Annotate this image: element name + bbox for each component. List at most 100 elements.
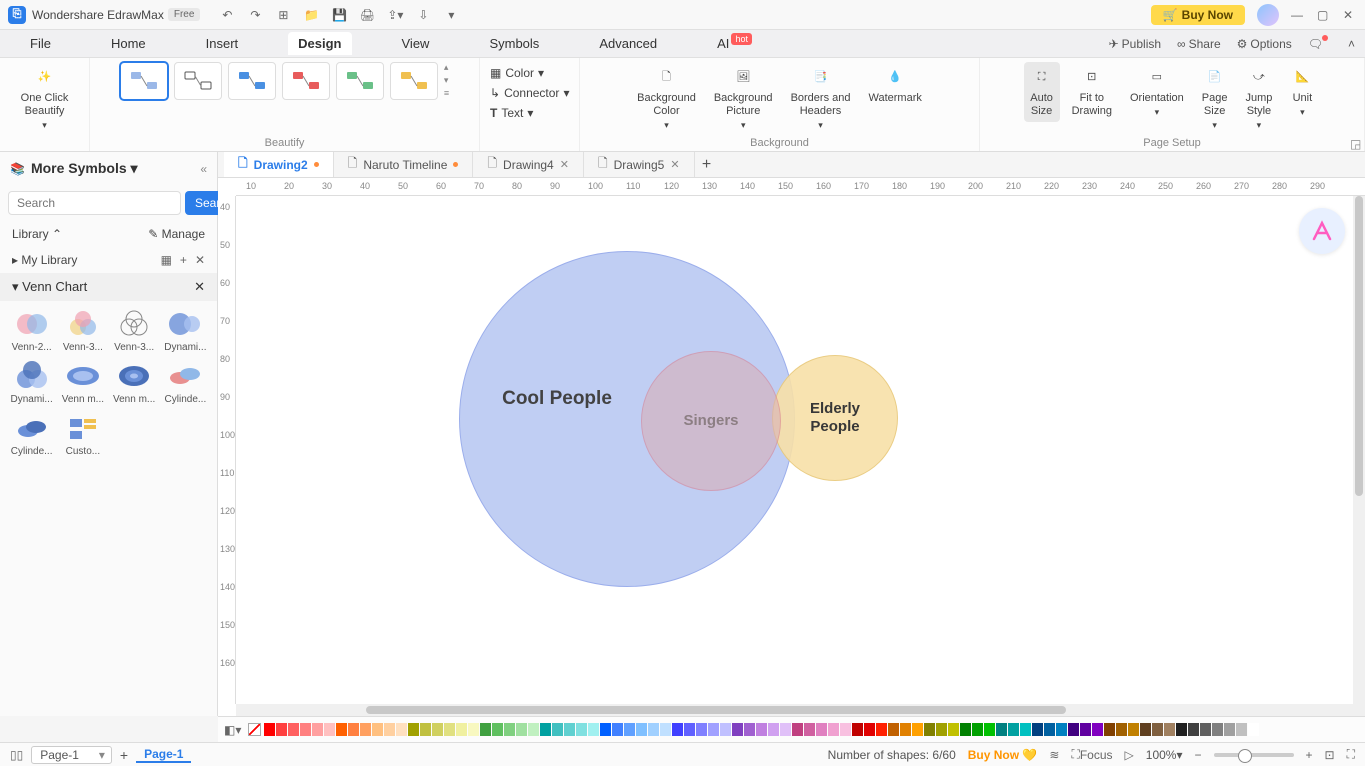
color-swatch[interactable]	[528, 723, 539, 736]
bg-picture-button[interactable]: 🖼Background Picture▾	[708, 62, 779, 135]
venn-circle[interactable]: Elderly People	[772, 355, 898, 481]
color-swatch[interactable]	[780, 723, 791, 736]
shape-item[interactable]: Custo...	[59, 413, 106, 457]
color-swatch[interactable]	[264, 723, 275, 736]
focus-button[interactable]: ⛶ Focus	[1071, 747, 1112, 762]
text-button[interactable]: T Text ▾	[490, 106, 569, 120]
search-input[interactable]	[8, 191, 181, 215]
qat-more-icon[interactable]: ▾	[444, 8, 458, 22]
color-swatch[interactable]	[1176, 723, 1187, 736]
buy-now-button[interactable]: 🛒Buy Now	[1151, 5, 1245, 25]
one-click-beautify-button[interactable]: ✨ One Click Beautify ▾	[15, 62, 75, 135]
maximize-icon[interactable]: ▢	[1317, 8, 1331, 22]
save-icon[interactable]: 💾	[332, 8, 346, 22]
color-swatch[interactable]	[720, 723, 731, 736]
color-swatch[interactable]	[948, 723, 959, 736]
color-swatch[interactable]	[1128, 723, 1139, 736]
drawing-canvas[interactable]: Cool PeopleElderly PeopleSingers	[236, 196, 1365, 704]
color-swatch[interactable]	[444, 723, 455, 736]
lib-close-icon[interactable]: ✕	[195, 253, 205, 267]
lib-grid-icon[interactable]: ▦	[161, 253, 172, 267]
watermark-button[interactable]: 💧Watermark	[863, 62, 928, 109]
shape-item[interactable]: Dynami...	[8, 361, 55, 405]
color-swatch[interactable]	[384, 723, 395, 736]
theme-thumb-4[interactable]	[282, 62, 330, 100]
connector-button[interactable]: ↳ Connector ▾	[490, 86, 569, 100]
color-swatch[interactable]	[1152, 723, 1163, 736]
color-swatch[interactable]	[756, 723, 767, 736]
undo-icon[interactable]: ↶	[220, 8, 234, 22]
color-swatch[interactable]	[1056, 723, 1067, 736]
venn-section-header[interactable]: ▾ Venn Chart ✕	[0, 273, 217, 301]
page-selector[interactable]: Page-1	[31, 746, 112, 764]
publish-button[interactable]: ✈ Publish	[1109, 37, 1161, 51]
page-tab[interactable]: Page-1	[136, 747, 191, 763]
menu-advanced[interactable]: Advanced	[589, 32, 667, 55]
tab-close-icon[interactable]: ✕	[560, 158, 569, 171]
theme-thumb-6[interactable]	[390, 62, 438, 100]
color-swatch[interactable]	[996, 723, 1007, 736]
new-icon[interactable]: ⊞	[276, 8, 290, 22]
color-swatch[interactable]	[636, 723, 647, 736]
eyedropper-icon[interactable]: ◧▾	[224, 723, 241, 737]
color-swatch[interactable]	[840, 723, 851, 736]
color-swatch[interactable]	[432, 723, 443, 736]
jump-style-button[interactable]: ⤻Jump Style▾	[1239, 62, 1278, 135]
export-icon[interactable]: ⇪▾	[388, 8, 402, 22]
color-swatch[interactable]	[360, 723, 371, 736]
color-swatch[interactable]	[624, 723, 635, 736]
add-tab-button[interactable]: +	[695, 156, 719, 174]
color-swatch[interactable]	[936, 723, 947, 736]
color-swatch[interactable]	[504, 723, 515, 736]
color-swatch[interactable]	[1212, 723, 1223, 736]
lib-add-icon[interactable]: +	[180, 253, 187, 267]
doc-tab[interactable]: 🗋Drawing2	[224, 152, 334, 177]
color-swatch[interactable]	[336, 723, 347, 736]
color-swatch[interactable]	[516, 723, 527, 736]
color-swatch[interactable]	[696, 723, 707, 736]
color-swatch[interactable]	[660, 723, 671, 736]
color-swatch[interactable]	[612, 723, 623, 736]
my-library-row[interactable]: ▸ My Library ▦+✕	[0, 247, 217, 273]
color-swatch[interactable]	[1236, 723, 1247, 736]
bg-color-button[interactable]: 🗋Background Color▾	[631, 62, 702, 135]
shape-item[interactable]: Venn-3...	[111, 309, 158, 353]
color-swatch[interactable]	[1164, 723, 1175, 736]
color-swatch[interactable]	[576, 723, 587, 736]
color-swatch[interactable]	[984, 723, 995, 736]
fullscreen-icon[interactable]: ⛶	[1347, 747, 1355, 762]
color-swatch[interactable]	[324, 723, 335, 736]
doc-tab[interactable]: 🗋Drawing4✕	[473, 152, 584, 177]
ai-assistant-button[interactable]	[1299, 208, 1345, 254]
color-swatch[interactable]	[972, 723, 983, 736]
color-swatch[interactable]	[1092, 723, 1103, 736]
color-swatch[interactable]	[732, 723, 743, 736]
color-swatch[interactable]	[492, 723, 503, 736]
pagesetup-expand-icon[interactable]: ◲	[1350, 137, 1360, 147]
collapse-panel-icon[interactable]: «	[200, 162, 207, 176]
color-swatch[interactable]	[1104, 723, 1115, 736]
color-swatch[interactable]	[912, 723, 923, 736]
color-swatch[interactable]	[768, 723, 779, 736]
zoom-slider[interactable]	[1214, 753, 1294, 757]
color-swatch[interactable]	[588, 723, 599, 736]
shape-item[interactable]: Venn m...	[59, 361, 106, 405]
menu-home[interactable]: Home	[101, 32, 156, 55]
theme-gallery-nav[interactable]: ▴▾≡	[444, 62, 449, 98]
user-avatar[interactable]	[1257, 4, 1279, 26]
color-swatch[interactable]	[348, 723, 359, 736]
shape-item[interactable]: Venn-3...	[59, 309, 106, 353]
menu-symbols[interactable]: Symbols	[479, 32, 549, 55]
tab-close-icon[interactable]: ✕	[670, 158, 679, 171]
theme-thumb-1[interactable]	[120, 62, 168, 100]
manage-button[interactable]: ✎ Manage	[148, 227, 205, 241]
color-swatch[interactable]	[312, 723, 323, 736]
zoom-level[interactable]: 100%▾	[1146, 748, 1183, 762]
close-icon[interactable]: ✕	[1343, 8, 1357, 22]
notifications-icon[interactable]: 🗨	[1308, 37, 1332, 51]
theme-thumb-3[interactable]	[228, 62, 276, 100]
color-swatch[interactable]	[960, 723, 971, 736]
collapse-ribbon-icon[interactable]: ˄	[1348, 37, 1355, 51]
h-scrollbar[interactable]	[236, 704, 1365, 716]
page-size-button[interactable]: 📄Page Size▾	[1196, 62, 1234, 135]
